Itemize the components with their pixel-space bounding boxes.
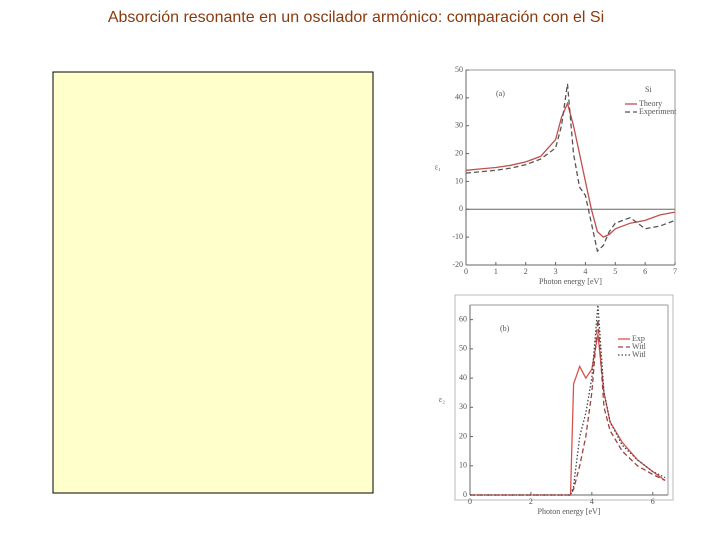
y-tick-label: 20 [455, 148, 463, 157]
y-tick-label: -10 [452, 232, 463, 241]
panel-label: (a) [496, 89, 505, 98]
y-tick-label: 40 [455, 93, 463, 102]
series-line [470, 319, 666, 496]
x-tick-label: 3 [554, 267, 558, 276]
y-tick-label: 0 [463, 490, 467, 499]
x-tick-label: 7 [673, 267, 677, 276]
y-tick-label: 0 [459, 204, 463, 213]
y-tick-label: 10 [459, 461, 467, 470]
legend-label: Theory [639, 99, 662, 108]
y-tick-label: 40 [459, 373, 467, 382]
y-tick-label: 50 [459, 344, 467, 353]
legend-label: Witl [632, 342, 647, 351]
x-axis-label: Photon energy [eV] [539, 277, 602, 286]
x-tick-label: 6 [651, 497, 655, 506]
empty-panel [52, 71, 374, 494]
panel-label: (b) [500, 324, 510, 333]
y-tick-label: 10 [455, 176, 463, 185]
x-tick-label: 4 [590, 497, 594, 506]
legend-label: Experiment [639, 107, 677, 116]
x-tick-label: 0 [464, 267, 468, 276]
material-label: Si [645, 85, 652, 94]
y-tick-label: 20 [459, 431, 467, 440]
x-tick-label: 4 [583, 267, 587, 276]
figure-frame [454, 294, 674, 501]
series-line [465, 83, 676, 253]
y-axis-label: ε₂ [439, 395, 445, 404]
x-tick-label: 1 [494, 267, 498, 276]
x-axis-label: Photon energy [eV] [538, 507, 601, 516]
y-tick-label: 30 [455, 121, 463, 130]
legend-label: Exp [632, 334, 645, 343]
x-tick-label: 0 [468, 497, 472, 506]
series-line [465, 101, 676, 238]
x-tick-label: 6 [643, 267, 647, 276]
x-tick-label: 5 [613, 267, 617, 276]
y-tick-label: 30 [459, 402, 467, 411]
y-tick-label: 60 [459, 314, 467, 323]
y-axis-label: ε₁ [435, 162, 441, 171]
y-tick-label: -20 [452, 260, 463, 269]
slide-title: Absorción resonante en un oscilador armó… [108, 9, 604, 26]
legend-label: Witl [632, 350, 647, 359]
x-tick-label: 2 [524, 267, 528, 276]
y-tick-label: 50 [455, 65, 463, 74]
x-tick-label: 2 [529, 497, 533, 506]
